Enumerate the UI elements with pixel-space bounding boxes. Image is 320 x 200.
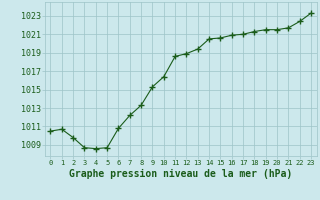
- X-axis label: Graphe pression niveau de la mer (hPa): Graphe pression niveau de la mer (hPa): [69, 169, 292, 179]
